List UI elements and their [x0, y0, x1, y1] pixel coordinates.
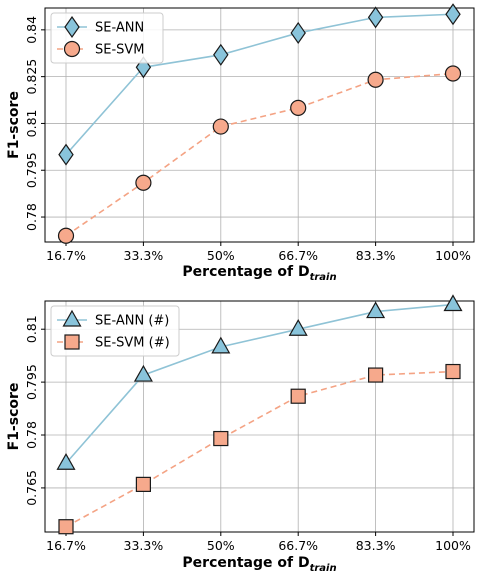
x-axis-label: Percentage of Dtrain — [182, 555, 336, 574]
y-tick-label: 0.78 — [24, 421, 39, 449]
y-tick-label: 0.81 — [24, 315, 39, 343]
x-axis-label-subscript: train — [310, 563, 337, 574]
x-tick-label: 33.3% — [124, 248, 164, 263]
legend-marker-0 — [64, 15, 80, 39]
plot-frame — [44, 300, 475, 533]
y-axis-label: F1-score — [6, 91, 22, 159]
y-tick-label: 0.81 — [24, 110, 39, 138]
x-tick-label: 83.3% — [356, 538, 396, 553]
series-1-point — [135, 174, 152, 191]
series-line-1 — [65, 370, 454, 528]
x-tick-label: 100% — [435, 538, 471, 553]
y-axis-label: F1-score — [6, 383, 22, 451]
x-tick-label: 16.7% — [46, 248, 86, 263]
series-1-point — [58, 519, 74, 535]
x-tick-label: 66.7% — [278, 538, 318, 553]
bottom-chart-panel: 16.7% 33.3% 50% 66.7% 83.3% 100% 0.765 0.78 0.79… — [6, 294, 475, 574]
series-1-point — [367, 71, 384, 88]
legend: SE-ANN SE-SVM — [50, 12, 164, 64]
series-1-point — [368, 367, 384, 383]
legend-label-0: SE-ANN — [95, 21, 144, 36]
x-tick-label: 100% — [435, 248, 471, 263]
x-axis-label-main: Percentage of D — [182, 264, 309, 280]
series-0-point — [288, 318, 308, 336]
top-chart-panel: 16.7% 33.3% 50% 66.7% 83.3% 100% 0.78 0.795 0.81… — [6, 3, 475, 283]
series-1-point — [135, 476, 151, 492]
series-1-point — [57, 227, 75, 244]
series-0-point — [443, 294, 463, 312]
y-tick-label: 0.795 — [24, 364, 39, 400]
series-1-point — [290, 99, 307, 116]
series-0-point — [56, 453, 76, 470]
y-tick-label: 0.78 — [24, 203, 39, 231]
x-tick-label: 66.7% — [278, 248, 318, 263]
series-1-point — [290, 388, 306, 404]
series-1-point — [445, 363, 461, 380]
x-tick-label: 50% — [207, 538, 235, 553]
series-0-point — [213, 43, 229, 66]
legend-marker-0 — [62, 309, 82, 327]
series-0-point — [133, 364, 153, 382]
legend-label-0: SE-ANN (#) — [95, 314, 169, 329]
y-tick-label: 0.84 — [24, 16, 39, 44]
series-line-0 — [65, 13, 454, 156]
series-1-point — [444, 65, 462, 82]
x-axis-label-main: Percentage of D — [182, 555, 309, 571]
x-tick-label: 33.3% — [124, 538, 164, 553]
series-0-point — [366, 301, 386, 319]
x-tick-label: 16.7% — [46, 538, 86, 553]
x-axis-label: Percentage of Dtrain — [182, 264, 336, 283]
y-tick-label: 0.765 — [24, 470, 39, 506]
series-0-point — [445, 3, 461, 26]
series-1-point — [213, 430, 229, 447]
series-0-point — [211, 336, 231, 354]
legend-box — [50, 305, 180, 357]
series-0-point — [290, 21, 306, 45]
legend: SE-ANN (#) SE-SVM (#) — [50, 305, 180, 357]
x-tick-label: 50% — [207, 248, 235, 263]
series-1-point — [212, 118, 229, 135]
plot-frame — [44, 7, 475, 243]
x-tick-label: 83.3% — [356, 248, 396, 263]
y-tick-label: 0.825 — [24, 59, 39, 95]
series-line-1 — [65, 72, 454, 237]
series-0-point — [58, 143, 74, 166]
series-line-0 — [65, 303, 454, 464]
series-0-point — [367, 6, 384, 29]
legend-label-1: SE-SVM — [95, 43, 145, 58]
y-tick-label: 0.795 — [24, 152, 39, 188]
legend-label-1: SE-SVM (#) — [95, 336, 170, 351]
x-axis-label-subscript: train — [310, 272, 337, 283]
legend-marker-1 — [64, 334, 80, 350]
legend-marker-1 — [63, 40, 81, 58]
